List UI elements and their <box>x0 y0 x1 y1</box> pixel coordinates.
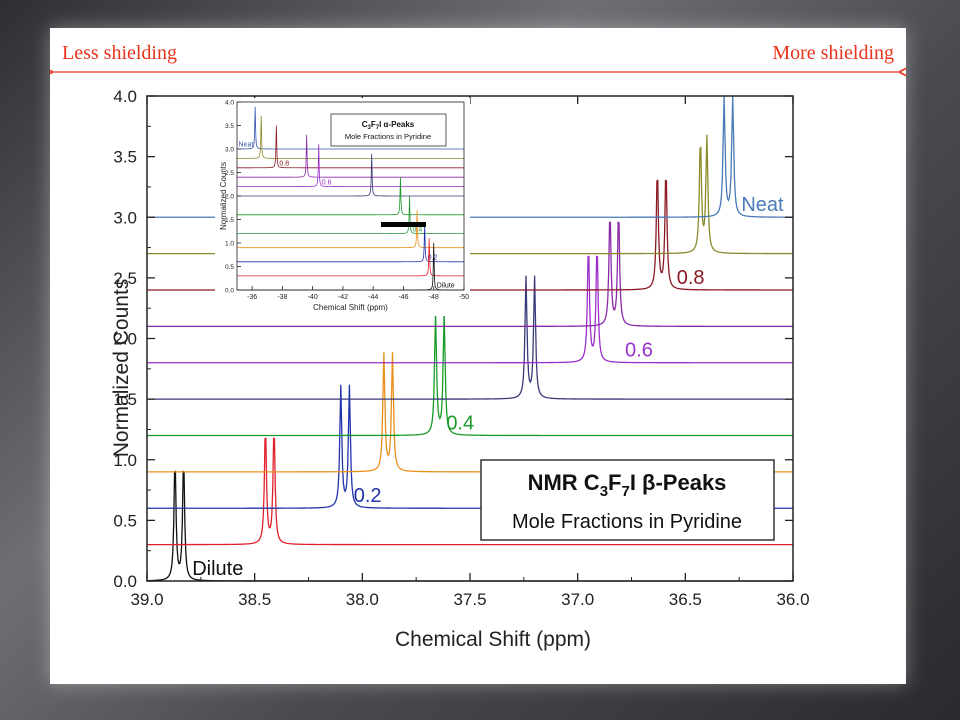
inset-series-0-trace <box>237 106 464 150</box>
inset-series-label-9: 0.2 <box>428 254 438 261</box>
series-7-trace <box>147 221 793 328</box>
inset-y-tick-label: 0.5 <box>225 264 234 271</box>
series-1-trace <box>147 437 793 546</box>
more-shielding-label: More shielding <box>772 42 894 64</box>
y-tick-label: 1.0 <box>113 451 137 470</box>
inset-y-tick-label: 3.0 <box>225 147 234 154</box>
inset-legend-title: C3F7I α-Peaks <box>362 120 415 131</box>
x-tick-label: 37.0 <box>561 590 594 609</box>
y-tick-label: 2.5 <box>113 269 137 288</box>
series-5-trace <box>147 275 793 400</box>
nmr-chart: Dilute 0.2 0.4 0.6 0.8 Neat 39.0 38.5 38.0 37.5 37… <box>50 28 906 651</box>
series-label-2: 0.2 <box>354 485 382 507</box>
inset-series-7-trace <box>237 195 464 234</box>
y-axis-label: Normalized Counts <box>110 279 133 458</box>
inset-x-tick-label: -42 <box>338 294 348 301</box>
inset-y-tick-label: 1.5 <box>225 217 234 224</box>
inset-y-tick-label: 2.5 <box>225 170 234 177</box>
inset-y-tick-label: 2.0 <box>225 194 234 201</box>
inset-series-2-trace <box>237 125 464 169</box>
inset-series-8-trace <box>237 210 464 249</box>
inset-series-label-2: 0.8 <box>279 160 289 167</box>
y-tick-label: 0.0 <box>113 572 137 591</box>
x-tick-label: 39.0 <box>130 590 163 609</box>
series-4-trace <box>147 311 793 437</box>
y-tick-label: 4.0 <box>113 87 137 106</box>
inset-series-label-0: Neat <box>239 142 254 149</box>
inset-x-tick-label: -40 <box>308 294 318 301</box>
y-tick-label: 3.0 <box>113 208 137 227</box>
inset-legend-box <box>330 113 447 147</box>
series-label-10: Neat <box>741 194 784 216</box>
inset-series-label-4: 0.6 <box>322 179 332 186</box>
less-shielding-label: Less shielding <box>62 42 177 64</box>
inset-x-tick-label: -46 <box>398 294 408 301</box>
inset-series-9-trace <box>237 224 464 263</box>
inset-series-5-trace <box>237 153 464 197</box>
inset-series-label-11: Dilute <box>437 283 455 290</box>
inset-y-tick-label: 0.0 <box>225 288 234 295</box>
inset-series-1-trace <box>236 116 464 159</box>
series-label-8: 0.8 <box>677 267 705 289</box>
series-label-0: Dilute <box>192 558 243 580</box>
inset-x-tick-label: -50 <box>459 294 469 301</box>
inset-marker-bar <box>381 222 426 227</box>
inset-y-tick-label: 4.0 <box>225 100 234 107</box>
inset-series-10-trace <box>237 238 464 277</box>
inset-x-tick-label: -38 <box>277 294 287 301</box>
x-tick-label: 38.0 <box>346 590 379 609</box>
inset-y-axis-label: Normalized Counts <box>219 162 228 230</box>
legend-box: NMR C3F7I β-Peaks Mole Fractions in Pyri… <box>480 459 775 541</box>
x-axis-label: Chemical Shift (ppm) <box>395 628 591 651</box>
inset-x-axis-label: Chemical Shift (ppm) <box>313 303 388 312</box>
series-label-6: 0.6 <box>625 340 653 362</box>
y-tick-label: 0.5 <box>113 511 137 530</box>
inset-x-tick-label: -36 <box>247 294 257 301</box>
series-label-4: 0.4 <box>446 412 474 434</box>
x-tick-label: 37.5 <box>453 590 486 609</box>
legend-title: NMR C3F7I β-Peaks <box>528 470 727 500</box>
y-tick-label: 2.0 <box>113 330 137 349</box>
y-tick-label: 1.5 <box>113 390 137 409</box>
inset-series-4-trace <box>237 144 464 187</box>
inset-series-3-trace <box>237 134 464 178</box>
slide-panel: Less shielding More shielding Dilute 0.2 0… <box>50 28 906 684</box>
inset-y-tick-label: 1.0 <box>225 241 234 248</box>
x-tick-label: 36.0 <box>776 590 809 609</box>
inset-y-tick-label: 3.5 <box>225 123 234 130</box>
legend-subtitle: Mole Fractions in Pyridine <box>512 511 742 533</box>
inset-legend-subtitle: Mole Fractions in Pyridine <box>345 132 431 141</box>
inset-x-tick-label: -44 <box>368 294 378 301</box>
x-tick-label: 38.5 <box>238 590 271 609</box>
inset-series-6-trace <box>237 177 464 216</box>
y-tick-label: 3.5 <box>113 148 137 167</box>
series-6-trace <box>147 255 793 364</box>
inset-x-tick-label: -48 <box>429 294 439 301</box>
x-tick-label: 36.5 <box>669 590 702 609</box>
